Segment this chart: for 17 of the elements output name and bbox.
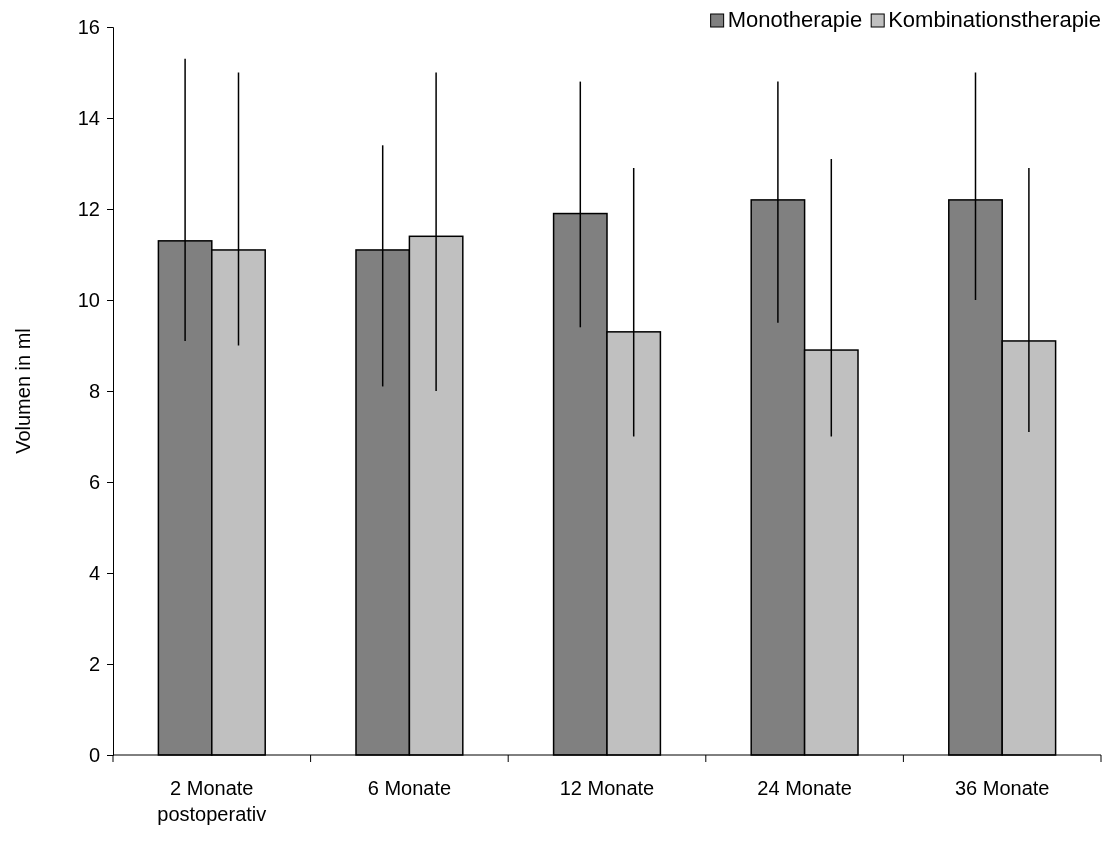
x-tick-label: 24 Monate <box>757 777 852 799</box>
y-tick-label: 16 <box>77 15 100 38</box>
y-tick-label: 2 <box>88 652 100 675</box>
y-tick-label: 8 <box>88 379 100 402</box>
y-tick-label: 10 <box>77 288 100 311</box>
x-tick-label: 12 Monate <box>559 777 655 799</box>
y-axis-title: Volumen in ml <box>12 328 34 454</box>
x-tick-label: 2 Monate postoperativ <box>157 777 267 825</box>
y-tick-label: 6 <box>88 470 100 493</box>
legend-label: Kombinationstherapie <box>888 7 1101 32</box>
y-tick-label: 14 <box>77 106 100 129</box>
y-tick-label: 12 <box>77 197 100 220</box>
y-tick-label: 4 <box>88 561 100 584</box>
y-tick-label: 0 <box>88 743 100 766</box>
x-tick-label: 6 Monate <box>367 777 452 799</box>
x-tick-label: 36 Monate <box>954 777 1050 799</box>
legend-label: Monotherapie <box>727 7 863 32</box>
